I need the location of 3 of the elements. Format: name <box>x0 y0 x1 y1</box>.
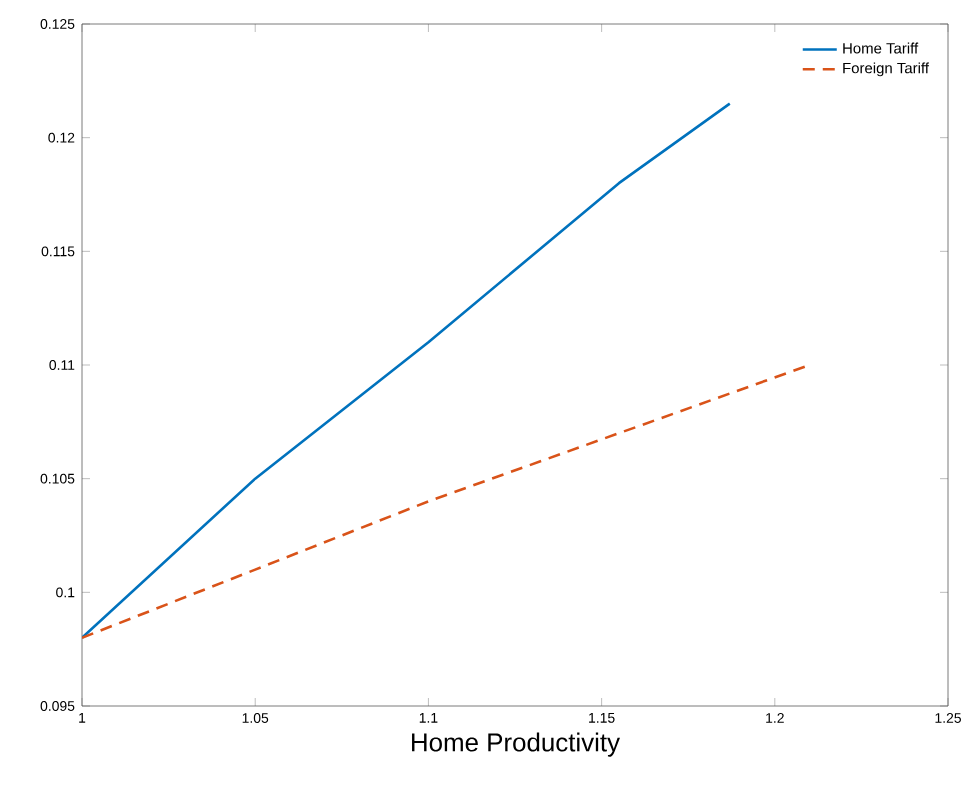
line-series <box>82 102 732 640</box>
x-axis-title: Home Productivity <box>412 732 620 757</box>
line-series <box>82 363 811 640</box>
